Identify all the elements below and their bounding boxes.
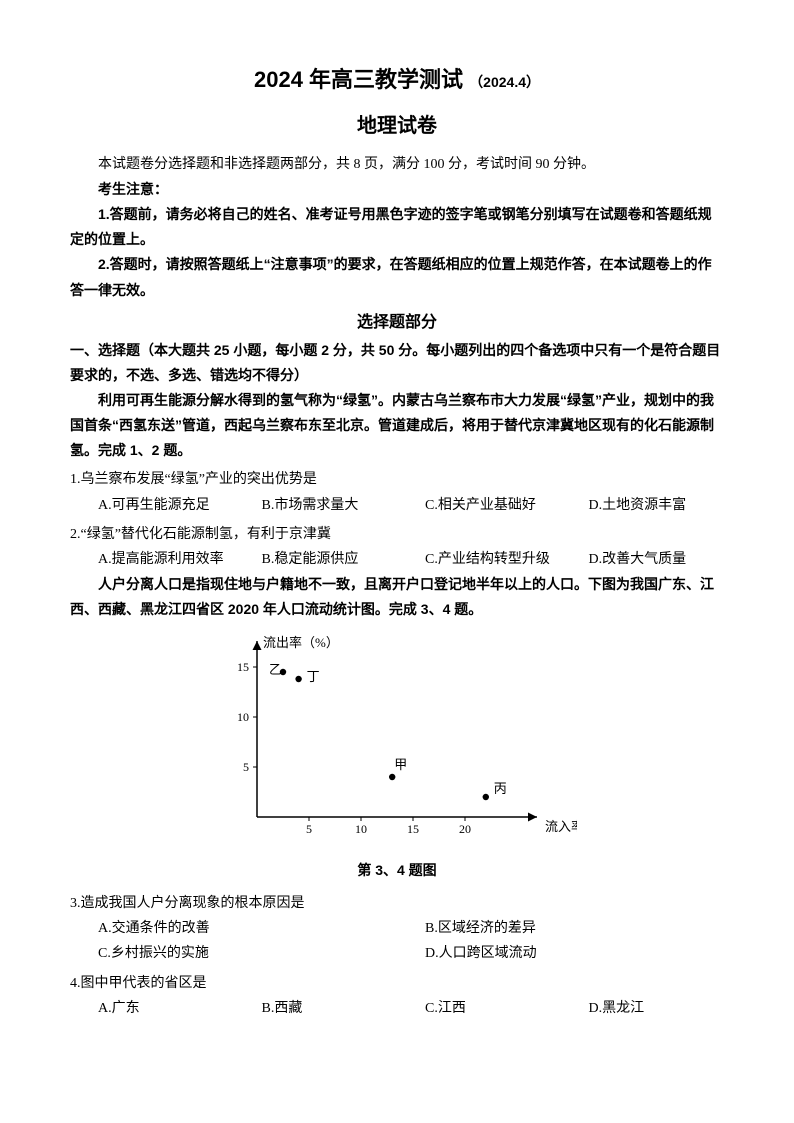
q1-opt-c: C.相关产业基础好 xyxy=(397,493,561,518)
q2-opt-a: A.提高能源利用效率 xyxy=(70,547,234,572)
q3-opt-d: D.人口跨区域流动 xyxy=(397,941,724,966)
passage-1: 利用可再生能源分解水得到的氢气称为“绿氢”。内蒙古乌兰察布市大力发展“绿氢”产业… xyxy=(70,388,724,464)
q1-opt-a: A.可再生能源充足 xyxy=(70,493,234,518)
q4-opt-d: D.黑龙江 xyxy=(561,996,725,1021)
svg-text:5: 5 xyxy=(306,822,312,836)
q2-opt-c: C.产业结构转型升级 xyxy=(397,547,561,572)
scatter-svg: 5 10 15 20 5 10 15 流入率（%） 流出率（%） 乙 丁甲丙 xyxy=(217,633,577,847)
scatter-chart: 5 10 15 20 5 10 15 流入率（%） 流出率（%） 乙 丁甲丙 xyxy=(70,633,724,856)
q2-stem: 2.“绿氢”替代化石能源制氢，有利于京津冀 xyxy=(70,522,724,547)
passage-2: 人户分离人口是指现住地与户籍地不一致，且离开户口登记地半年以上的人口。下图为我国… xyxy=(70,572,724,622)
svg-text:丙: 丙 xyxy=(494,781,507,796)
intro-text: 本试题卷分选择题和非选择题两部分，共 8 页，满分 100 分，考试时间 90 … xyxy=(70,152,724,177)
subtitle: 地理试卷 xyxy=(70,108,724,144)
q4-options: A.广东 B.西藏 C.江西 D.黑龙江 xyxy=(70,996,724,1021)
q1-options: A.可再生能源充足 B.市场需求量大 C.相关产业基础好 D.土地资源丰富 xyxy=(70,493,724,518)
question-1: 1.乌兰察布发展“绿氢”产业的突出优势是 A.可再生能源充足 B.市场需求量大 … xyxy=(70,467,724,517)
q3-opt-c: C.乡村振兴的实施 xyxy=(70,941,397,966)
q4-opt-c: C.江西 xyxy=(397,996,561,1021)
q2-opt-b: B.稳定能源供应 xyxy=(234,547,398,572)
q3-opt-b: B.区域经济的差异 xyxy=(397,916,724,941)
svg-text:10: 10 xyxy=(237,710,249,724)
q2-options: A.提高能源利用效率 B.稳定能源供应 C.产业结构转型升级 D.改善大气质量 xyxy=(70,547,724,572)
q3-opt-a: A.交通条件的改善 xyxy=(70,916,397,941)
title-date: （2024.4） xyxy=(469,74,540,90)
svg-text:丁: 丁 xyxy=(307,669,320,684)
q3-stem: 3.造成我国人户分离现象的根本原因是 xyxy=(70,891,724,916)
q1-stem: 1.乌兰察布发展“绿氢”产业的突出优势是 xyxy=(70,467,724,492)
svg-text:5: 5 xyxy=(243,760,249,774)
svg-text:15: 15 xyxy=(237,660,249,674)
svg-text:10: 10 xyxy=(355,822,367,836)
svg-text:乙: 乙 xyxy=(269,662,282,677)
question-2: 2.“绿氢”替代化石能源制氢，有利于京津冀 A.提高能源利用效率 B.稳定能源供… xyxy=(70,522,724,572)
section-desc: 一、选择题（本大题共 25 小题，每小题 2 分，共 50 分。每小题列出的四个… xyxy=(70,338,724,388)
q4-opt-a: A.广东 xyxy=(70,996,234,1021)
notice-2: 2.答题时，请按照答题纸上“注意事项”的要求，在答题纸相应的位置上规范作答，在本… xyxy=(70,252,724,302)
chart-caption: 第 3、4 题图 xyxy=(70,858,724,883)
q2-opt-d: D.改善大气质量 xyxy=(561,547,725,572)
q4-stem: 4.图中甲代表的省区是 xyxy=(70,971,724,996)
question-3: 3.造成我国人户分离现象的根本原因是 A.交通条件的改善 B.区域经济的差异 C… xyxy=(70,891,724,967)
title-main-text: 2024 年高三教学测试 xyxy=(254,67,463,92)
svg-text:流入率（%）: 流入率（%） xyxy=(545,819,577,834)
q3-options: A.交通条件的改善 B.区域经济的差异 C.乡村振兴的实施 D.人口跨区域流动 xyxy=(70,916,724,966)
page-title: 2024 年高三教学测试 （2024.4） xyxy=(70,60,724,100)
notice-head: 考生注意： xyxy=(70,177,724,202)
svg-text:甲: 甲 xyxy=(394,757,407,772)
q1-opt-d: D.土地资源丰富 xyxy=(561,493,725,518)
svg-text:流出率（%）: 流出率（%） xyxy=(263,635,339,650)
svg-text:20: 20 xyxy=(459,822,471,836)
question-4: 4.图中甲代表的省区是 A.广东 B.西藏 C.江西 D.黑龙江 xyxy=(70,971,724,1021)
q4-opt-b: B.西藏 xyxy=(234,996,398,1021)
q1-opt-b: B.市场需求量大 xyxy=(234,493,398,518)
notice-1: 1.答题前，请务必将自己的姓名、准考证号用黑色字迹的签字笔或钢笔分别填写在试题卷… xyxy=(70,202,724,252)
svg-text:15: 15 xyxy=(407,822,419,836)
section-title: 选择题部分 xyxy=(70,309,724,338)
